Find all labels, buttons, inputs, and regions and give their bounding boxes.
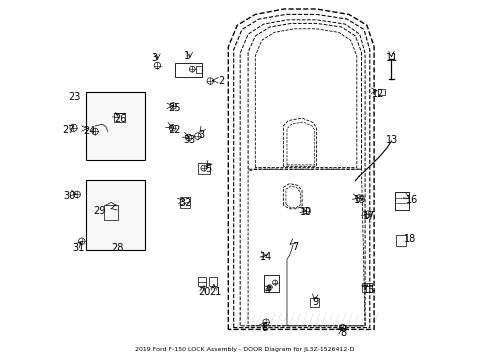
Text: 6: 6 (261, 323, 267, 333)
Text: 9: 9 (312, 297, 318, 307)
Text: 2019 Ford F-150 LOCK Assembly - DOOR Diagram for JL3Z-1526412-D: 2019 Ford F-150 LOCK Assembly - DOOR Dia… (135, 347, 353, 352)
Text: 1: 1 (183, 51, 189, 61)
Text: 24: 24 (82, 126, 95, 136)
Text: 12: 12 (371, 89, 383, 99)
Bar (104, 205, 118, 220)
Text: 8: 8 (340, 328, 346, 338)
Text: 16: 16 (405, 195, 417, 205)
Text: 33: 33 (183, 135, 196, 145)
Text: 19: 19 (353, 195, 365, 205)
Bar (361, 283, 371, 292)
Text: 18: 18 (403, 234, 415, 244)
Text: 13: 13 (385, 135, 397, 145)
Bar (198, 277, 206, 286)
Text: 2: 2 (218, 76, 224, 86)
Text: 5: 5 (205, 164, 211, 174)
Text: 31: 31 (72, 243, 84, 253)
Text: 11: 11 (385, 53, 397, 63)
Text: 7: 7 (291, 242, 297, 252)
Text: 26: 26 (114, 114, 126, 124)
Text: 27: 27 (61, 125, 74, 135)
Text: 32: 32 (179, 198, 191, 208)
Text: 29: 29 (93, 206, 106, 216)
Bar (309, 298, 318, 307)
Text: 21: 21 (208, 287, 221, 297)
Bar (175, 63, 202, 77)
Bar (395, 235, 405, 246)
Text: 4: 4 (264, 285, 270, 295)
Bar (377, 89, 384, 95)
Text: 23: 23 (68, 92, 81, 102)
Bar (394, 192, 408, 210)
Text: 10: 10 (300, 207, 312, 217)
Text: 17: 17 (362, 211, 374, 221)
Text: 30: 30 (63, 191, 76, 201)
Bar (114, 113, 125, 122)
Text: 22: 22 (168, 125, 180, 135)
Bar (197, 163, 210, 174)
Text: 3: 3 (151, 53, 157, 63)
Bar (86, 92, 145, 160)
Bar (179, 197, 190, 208)
Text: 14: 14 (260, 252, 272, 262)
Text: 25: 25 (168, 103, 180, 113)
Bar (86, 180, 145, 250)
Bar (264, 275, 278, 292)
Text: 28: 28 (111, 243, 124, 253)
Bar (209, 277, 217, 286)
Text: 15: 15 (362, 285, 374, 295)
Text: 20: 20 (198, 287, 210, 297)
Bar (196, 66, 202, 73)
Text: 3: 3 (198, 130, 204, 140)
